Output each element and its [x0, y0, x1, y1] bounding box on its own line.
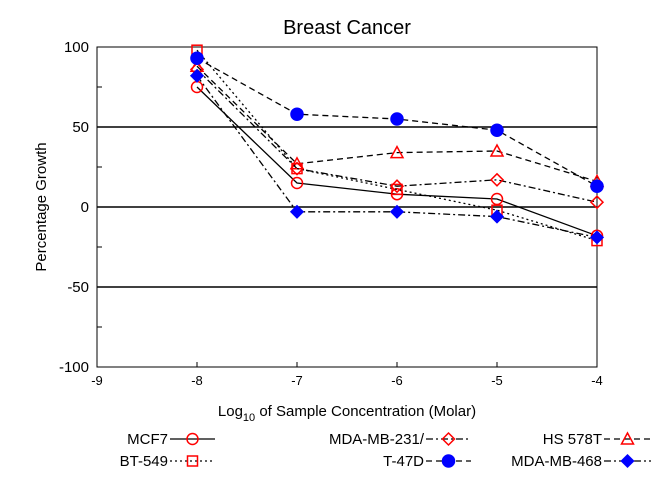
- chart-title: Breast Cancer: [283, 17, 411, 39]
- y-tick-label: -100: [59, 359, 89, 376]
- legend-marker: [441, 431, 456, 447]
- series-line: [196, 65, 598, 183]
- y-tick-label: 50: [72, 119, 89, 136]
- legend-marker: [186, 455, 199, 467]
- legend-item: HS 578T: [543, 431, 651, 448]
- series-line: [196, 68, 598, 203]
- data-point: [290, 176, 304, 190]
- data-point: [489, 209, 505, 224]
- data-point: [290, 107, 304, 121]
- x-tick-label: -5: [491, 373, 503, 388]
- data-point: [189, 68, 205, 83]
- x-axis-label-subscript: 10: [243, 412, 255, 424]
- legend-item: MCF7: [127, 431, 215, 448]
- y-axis-label: Percentage Growth: [33, 142, 50, 271]
- data-point: [489, 143, 505, 157]
- series-bt-549: [191, 44, 603, 247]
- legend-marker: [620, 431, 635, 445]
- legend-item: MDA-MB-231/: [329, 431, 471, 448]
- x-tick-label: -6: [391, 373, 403, 388]
- legend: MCF7 MDA-MB-231/HS 578T BT-549 T-47D MDA-MB-…: [120, 431, 651, 470]
- data-point: [190, 51, 204, 65]
- data-point: [289, 204, 305, 219]
- data-point: [590, 179, 604, 193]
- x-tick-label: -7: [291, 373, 303, 388]
- data-point: [389, 145, 405, 159]
- axes: -100 -50 0 50 100 -9 -8 -7 -6 -5 -4: [59, 39, 603, 388]
- x-axis-label-prefix: Log: [218, 403, 243, 420]
- legend-marker: [441, 454, 456, 468]
- series-layer: [189, 44, 605, 247]
- y-tick-label: -50: [67, 279, 89, 296]
- x-tick-label: -9: [91, 373, 103, 388]
- data-point: [589, 230, 605, 245]
- data-point: [389, 204, 405, 219]
- legend-item: T-47D: [383, 453, 471, 470]
- legend-marker: [186, 432, 199, 446]
- data-point: [489, 172, 505, 187]
- x-axis-label-suffix: of Sample Concentration (Molar): [255, 403, 476, 420]
- legend-label: T-47D: [383, 453, 424, 470]
- series-mda-mb-468: [189, 68, 605, 245]
- data-point: [490, 123, 504, 137]
- x-tick-label: -8: [191, 373, 203, 388]
- data-point: [390, 112, 404, 126]
- y-tick-label: 100: [64, 39, 89, 56]
- legend-label: BT-549: [120, 453, 168, 470]
- data-point: [291, 162, 303, 175]
- x-tick-label: -4: [591, 373, 603, 388]
- legend-label: HS 578T: [543, 431, 602, 448]
- data-point: [589, 195, 605, 210]
- grid-lines: [97, 126, 597, 288]
- data-point: [391, 183, 403, 196]
- legend-item: MDA-MB-468: [511, 453, 651, 470]
- series-t-47d: [190, 51, 604, 193]
- legend-marker: [620, 453, 635, 469]
- y-tick-label: 0: [81, 199, 89, 216]
- legend-label: MCF7: [127, 431, 168, 448]
- series-mda-mb-231: [189, 62, 605, 210]
- legend-label: MDA-MB-231/: [329, 431, 425, 448]
- legend-item: BT-549: [120, 453, 215, 470]
- legend-label: MDA-MB-468: [511, 453, 602, 470]
- x-axis-label: Log10 of Sample Concentration (Molar): [218, 403, 476, 424]
